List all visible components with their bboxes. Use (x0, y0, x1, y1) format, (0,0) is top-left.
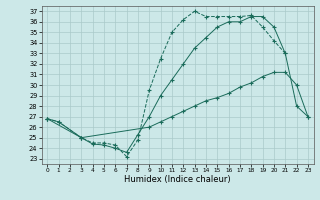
X-axis label: Humidex (Indice chaleur): Humidex (Indice chaleur) (124, 175, 231, 184)
